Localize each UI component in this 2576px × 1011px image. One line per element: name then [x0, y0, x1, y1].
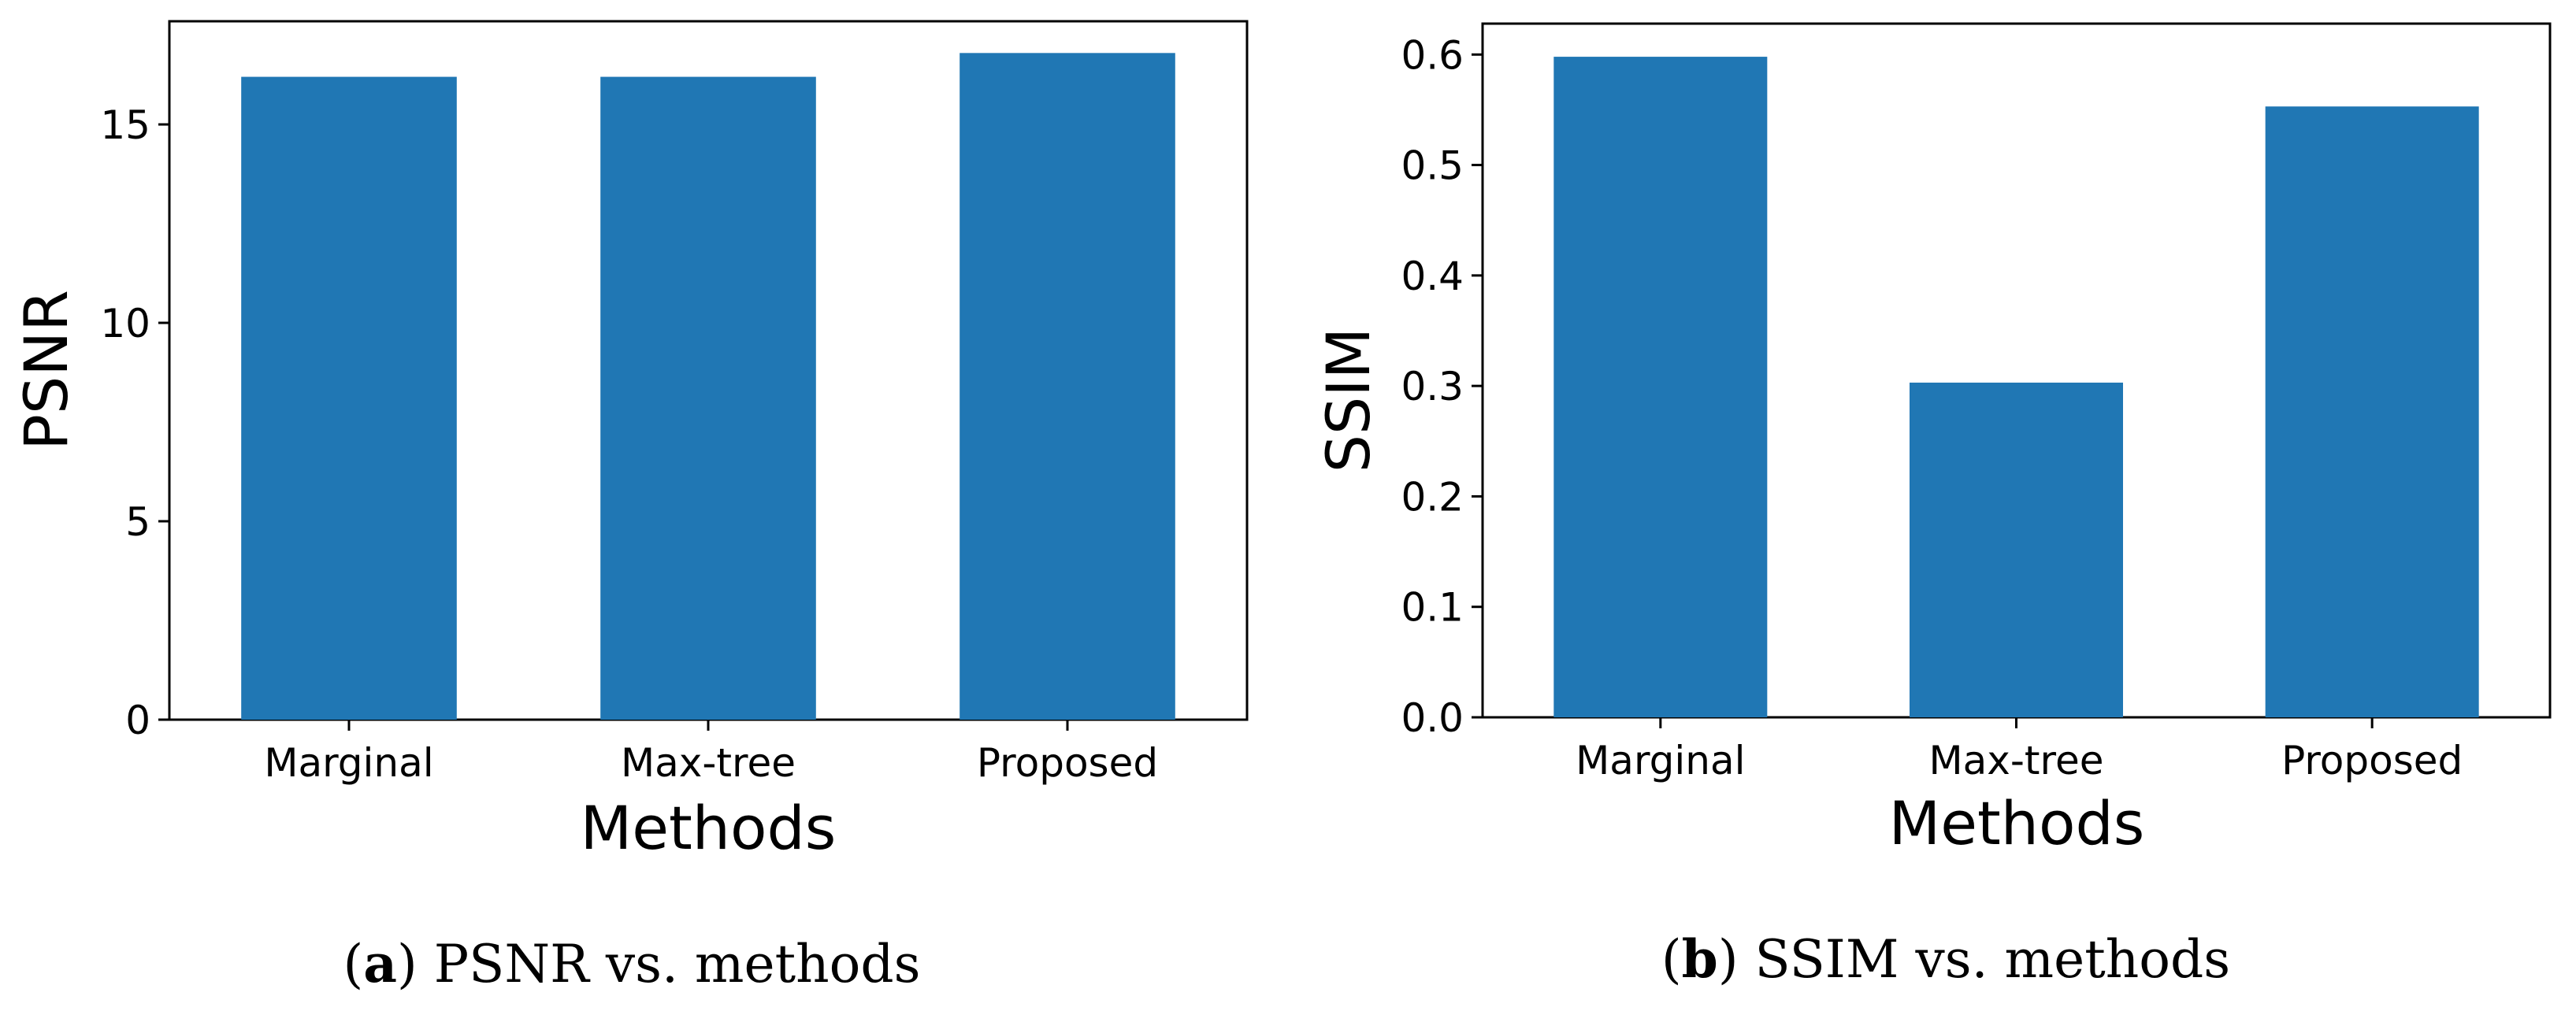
panel-caption: (b) SSIM vs. methods: [1661, 928, 2230, 990]
x-axis-ticks: Marginal Max-tree Proposed: [264, 720, 1158, 786]
y-tick-label: 0.0: [1401, 695, 1464, 741]
x-tick-label: Marginal: [1576, 738, 1745, 783]
y-tick-label: 0.1: [1401, 585, 1464, 631]
caption-text: SSIM vs. methods: [1739, 929, 2231, 990]
caption-tag: a: [363, 933, 397, 994]
bar-group: [241, 53, 1175, 720]
bar-marginal: [1553, 57, 1768, 717]
y-tick-label: 15: [100, 102, 150, 148]
y-tick-label: 0.5: [1401, 143, 1464, 189]
y-tick-label: 0.4: [1401, 254, 1464, 299]
x-axis-ticks: Marginal Max-tree Proposed: [1576, 717, 2463, 783]
y-axis-title: SSIM: [1313, 328, 1383, 472]
caption-tag: b: [1682, 928, 1718, 990]
caption-text: PSNR vs. methods: [418, 934, 921, 994]
bar-marginal: [241, 76, 457, 720]
x-tick-label: Max-tree: [1929, 738, 2104, 783]
y-tick-label: 0.2: [1401, 474, 1464, 520]
x-tick-label: Marginal: [264, 740, 433, 786]
x-axis-title: Methods: [581, 793, 837, 863]
y-tick-label: 0.3: [1401, 364, 1464, 409]
bar-max-tree: [1910, 382, 2123, 717]
y-axis-ticks: 0.0 0.1 0.2 0.3 0.4 0.5 0.6: [1401, 32, 1483, 741]
y-tick-label: 10: [100, 301, 150, 346]
bar-proposed: [2265, 106, 2479, 717]
y-axis-ticks: 0 5 10 15: [100, 102, 169, 743]
x-axis-title: Methods: [1889, 788, 2145, 858]
bar-group: [1553, 57, 2479, 717]
y-tick-label: 0.6: [1401, 32, 1464, 78]
y-tick-label: 0: [125, 698, 150, 743]
x-tick-label: Max-tree: [621, 740, 796, 786]
bar-max-tree: [600, 76, 816, 720]
panel-caption: (a) PSNR vs. methods: [343, 933, 921, 994]
y-axis-title: PSNR: [11, 290, 81, 450]
bar-proposed: [960, 53, 1175, 720]
x-tick-label: Proposed: [2281, 738, 2463, 783]
y-tick-label: 5: [125, 499, 150, 545]
chart-panel-ssim: 0.0 0.1 0.2 0.3 0.4 0.5 0.6 Marginal Max-tree Pr…: [1313, 22, 2552, 990]
x-tick-label: Proposed: [977, 740, 1158, 786]
